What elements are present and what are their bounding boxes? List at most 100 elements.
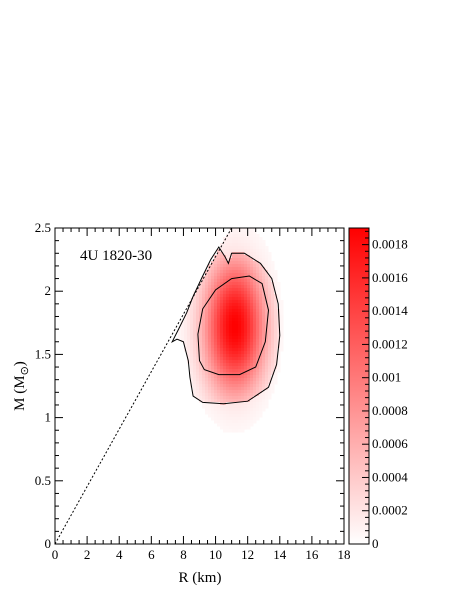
heatmap-cell xyxy=(235,402,239,406)
heatmap-cell xyxy=(238,387,242,391)
heatmap-cell xyxy=(223,411,227,415)
heatmap-cell xyxy=(199,282,203,286)
heatmap-cell xyxy=(247,255,251,259)
heatmap-cell xyxy=(235,282,239,286)
heatmap-cell xyxy=(247,318,251,322)
heatmap-cell xyxy=(211,414,215,418)
heatmap-cell xyxy=(226,252,230,256)
heatmap-cell xyxy=(241,330,245,334)
heatmap-cell xyxy=(244,411,248,415)
heatmap-cell xyxy=(223,321,227,325)
heatmap-cell xyxy=(196,381,200,385)
heatmap-cell xyxy=(244,294,248,298)
heatmap-cell xyxy=(247,381,251,385)
heatmap-cell xyxy=(241,336,245,340)
heatmap-cell xyxy=(235,417,239,421)
heatmap-cell xyxy=(238,282,242,286)
heatmap-cell xyxy=(199,285,203,289)
heatmap-cell xyxy=(190,327,194,331)
heatmap-cell xyxy=(208,270,212,274)
heatmap-cell xyxy=(217,396,221,400)
heatmap-cell xyxy=(262,342,266,346)
heatmap-cell xyxy=(211,282,215,286)
heatmap-cell xyxy=(223,348,227,352)
heatmap-cell xyxy=(226,399,230,403)
heatmap-cell xyxy=(250,330,254,334)
heatmap-cell xyxy=(220,399,224,403)
heatmap-cell xyxy=(250,306,254,310)
heatmap-cell xyxy=(235,348,239,352)
heatmap-cell xyxy=(256,366,260,370)
heatmap-cell xyxy=(187,312,191,316)
heatmap-cell xyxy=(220,396,224,400)
heatmap-cell xyxy=(235,351,239,355)
heatmap-cell xyxy=(232,390,236,394)
heatmap-cell xyxy=(271,309,275,313)
heatmap-cell xyxy=(232,393,236,397)
heatmap-cell xyxy=(238,351,242,355)
heatmap-cell xyxy=(271,291,275,295)
colorbar-tick-label: 0 xyxy=(372,536,379,551)
heatmap-cell xyxy=(229,306,233,310)
heatmap-cell xyxy=(196,396,200,400)
heatmap-cell xyxy=(259,405,263,409)
heatmap-cell xyxy=(274,357,278,361)
heatmap-cell xyxy=(253,309,257,313)
heatmap-cell xyxy=(226,390,230,394)
heatmap-cell xyxy=(244,312,248,316)
heatmap-cell xyxy=(250,279,254,283)
heatmap-cell xyxy=(208,324,212,328)
heatmap-cell xyxy=(247,291,251,295)
heatmap-cell xyxy=(232,354,236,358)
heatmap-cell xyxy=(214,273,218,277)
heatmap-cell xyxy=(202,312,206,316)
heatmap-cell xyxy=(208,318,212,322)
heatmap-cell xyxy=(190,345,194,349)
heatmap-cell xyxy=(217,276,221,280)
heatmap-cell xyxy=(202,369,206,373)
heatmap-cell xyxy=(217,264,221,268)
heatmap-cell xyxy=(244,393,248,397)
heatmap-cell xyxy=(199,360,203,364)
heatmap-cell xyxy=(226,312,230,316)
heatmap-cell xyxy=(229,399,233,403)
heatmap-cell xyxy=(262,393,266,397)
heatmap-cell xyxy=(271,333,275,337)
heatmap-cell xyxy=(250,384,254,388)
heatmap-cell xyxy=(208,372,212,376)
heatmap-cell xyxy=(244,234,248,238)
heatmap-cell xyxy=(226,420,230,424)
heatmap-cell xyxy=(250,381,254,385)
heatmap-cell xyxy=(271,294,275,298)
heatmap-cell xyxy=(196,321,200,325)
heatmap-cell xyxy=(244,246,248,250)
heatmap-cell xyxy=(247,315,251,319)
heatmap-cell xyxy=(232,426,236,430)
heatmap-cell xyxy=(205,339,209,343)
heatmap-cell xyxy=(232,405,236,409)
heatmap-cell xyxy=(217,261,221,265)
heatmap-cell xyxy=(187,351,191,355)
heatmap-cell xyxy=(193,297,197,301)
heatmap-cell xyxy=(205,315,209,319)
heatmap-cell xyxy=(265,255,269,259)
heatmap-cell xyxy=(202,297,206,301)
heatmap-cell xyxy=(232,303,236,307)
heatmap-cell xyxy=(265,402,269,406)
heatmap-cell xyxy=(214,303,218,307)
heatmap-cell xyxy=(232,285,236,289)
heatmap-cell xyxy=(190,315,194,319)
heatmap-cell xyxy=(214,405,218,409)
heatmap-cell xyxy=(217,375,221,379)
heatmap-cell xyxy=(271,303,275,307)
heatmap-cell xyxy=(280,318,284,322)
heatmap-cell xyxy=(265,372,269,376)
heatmap-cell xyxy=(226,324,230,328)
heatmap-cell xyxy=(193,345,197,349)
heatmap-cell xyxy=(208,327,212,331)
heatmap-cell xyxy=(217,309,221,313)
heatmap-cell xyxy=(247,240,251,244)
heatmap-cell xyxy=(208,351,212,355)
heatmap-cell xyxy=(211,300,215,304)
heatmap-cell xyxy=(256,381,260,385)
